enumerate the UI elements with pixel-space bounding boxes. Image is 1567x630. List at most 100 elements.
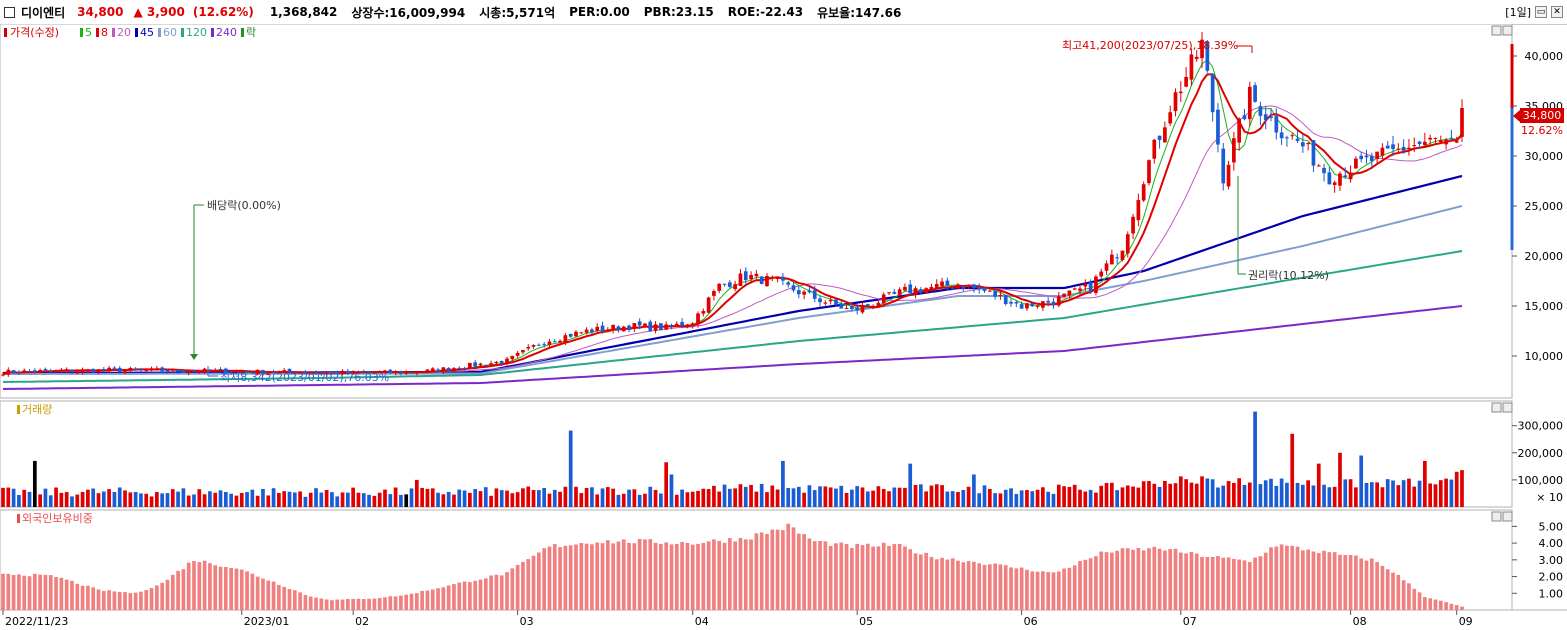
volume-bar bbox=[749, 484, 753, 507]
select-checkbox[interactable] bbox=[4, 6, 15, 18]
volume-bar bbox=[1216, 487, 1220, 507]
stock-name[interactable]: 디이엔티 bbox=[21, 5, 66, 20]
volume-bar bbox=[308, 492, 313, 507]
candle-body bbox=[659, 323, 663, 331]
candle-body bbox=[1088, 282, 1093, 291]
foreign-bar bbox=[1428, 598, 1433, 610]
candle-body bbox=[1407, 147, 1411, 150]
foreign-bar bbox=[1348, 554, 1353, 610]
foreign-bar bbox=[977, 563, 982, 610]
volume-bar bbox=[722, 484, 727, 507]
price-change-pct: (12.62%) bbox=[192, 5, 254, 19]
candle-body bbox=[261, 370, 265, 375]
minimize-icon[interactable]: ▭ bbox=[1535, 6, 1547, 18]
volume-bar bbox=[717, 491, 722, 507]
candle-body bbox=[542, 344, 547, 346]
candle-body bbox=[1300, 142, 1305, 147]
volume-bar bbox=[865, 491, 870, 507]
candle-body bbox=[738, 273, 743, 287]
volume-bar bbox=[218, 490, 223, 507]
foreign-bar bbox=[409, 593, 414, 610]
dividend-annotation: 배당락(0.00%) bbox=[190, 199, 281, 360]
foreign-bar bbox=[1285, 545, 1289, 610]
candle-body bbox=[17, 371, 21, 374]
foreign-bar bbox=[510, 568, 515, 610]
candle-body bbox=[388, 369, 393, 374]
volume-bar bbox=[1385, 479, 1390, 507]
candle-body bbox=[595, 326, 600, 331]
foreign-bar bbox=[1019, 567, 1024, 610]
foreign-bar bbox=[499, 575, 504, 610]
foreign-bar bbox=[1242, 560, 1247, 610]
foreign-bar bbox=[903, 546, 907, 610]
volume-bar bbox=[584, 487, 589, 507]
volume-panel-controls[interactable] bbox=[1491, 402, 1513, 413]
volume-bar bbox=[1115, 490, 1119, 507]
foreign-bar bbox=[579, 543, 584, 610]
candle-body bbox=[139, 368, 143, 370]
volume-bar bbox=[186, 495, 191, 507]
volume-bar bbox=[1295, 482, 1300, 507]
candle-body bbox=[1417, 141, 1422, 145]
candle-body bbox=[791, 285, 796, 291]
candle-body bbox=[181, 370, 186, 373]
volume-bar bbox=[170, 489, 175, 507]
foreign-bar bbox=[659, 543, 663, 610]
volume-bar bbox=[924, 491, 928, 507]
volume-bar bbox=[537, 490, 541, 507]
foreign-bar bbox=[1369, 558, 1374, 610]
volume-bar bbox=[950, 491, 955, 507]
foreign-bar bbox=[1438, 600, 1443, 610]
price-tag-value: 34,800 bbox=[1523, 109, 1562, 122]
volume-bar bbox=[860, 487, 865, 507]
candle-body bbox=[1078, 288, 1082, 291]
volume-bar bbox=[903, 487, 907, 507]
foreign-bar bbox=[1, 573, 5, 610]
candle-body bbox=[966, 285, 971, 287]
candle-body bbox=[781, 276, 785, 281]
volume-bar bbox=[324, 490, 329, 507]
foreign-bar bbox=[637, 538, 642, 610]
candle-body bbox=[213, 369, 218, 372]
volume-bar bbox=[1226, 481, 1231, 507]
foreign-bar bbox=[1391, 572, 1395, 610]
close-icon[interactable]: ✕ bbox=[1551, 6, 1563, 18]
volume-bar bbox=[107, 489, 111, 507]
volume-bar bbox=[223, 491, 228, 507]
candle-body bbox=[1364, 155, 1369, 158]
candle-body bbox=[11, 370, 16, 373]
volume-bar bbox=[706, 489, 711, 507]
foreign-bar bbox=[1184, 553, 1188, 610]
foreign-bar bbox=[537, 552, 541, 610]
foreign-bar bbox=[1300, 550, 1305, 610]
volume-bar bbox=[197, 489, 202, 507]
volume-bar bbox=[330, 492, 334, 507]
stock-chart[interactable]: 가격(수정) 5 8 20 45 60 120 240 락 거래량 외국인보유비중 10,000… bbox=[0, 24, 1567, 630]
volume-bar bbox=[834, 488, 838, 507]
foreign-bar bbox=[892, 544, 897, 610]
volume-bar bbox=[1396, 485, 1401, 507]
candle-body bbox=[303, 372, 308, 374]
volume-bar bbox=[1354, 487, 1358, 507]
volume-bar bbox=[255, 495, 260, 507]
candle-body bbox=[160, 367, 165, 372]
candle-body bbox=[340, 370, 345, 374]
foreign-bar bbox=[117, 591, 122, 610]
foreign-bar bbox=[38, 574, 42, 610]
volume-bar bbox=[871, 490, 875, 507]
period-selector[interactable]: [1일] bbox=[1505, 6, 1531, 19]
candle-body bbox=[314, 372, 318, 374]
volume-bar bbox=[1343, 479, 1348, 507]
volume-bar bbox=[181, 488, 186, 507]
foreign-bar bbox=[255, 576, 260, 610]
volume-bar bbox=[908, 463, 913, 507]
volume-bar bbox=[600, 488, 605, 507]
retention-ratio: 유보율:147.66 bbox=[817, 5, 902, 20]
foreign-panel-controls[interactable] bbox=[1491, 511, 1513, 522]
price-panel-controls[interactable] bbox=[1491, 25, 1513, 36]
foreign-bar bbox=[1258, 556, 1263, 610]
foreign-bar bbox=[1200, 556, 1204, 610]
candle-body bbox=[775, 278, 780, 280]
candle-body bbox=[489, 363, 493, 365]
foreign-bar bbox=[791, 527, 796, 610]
